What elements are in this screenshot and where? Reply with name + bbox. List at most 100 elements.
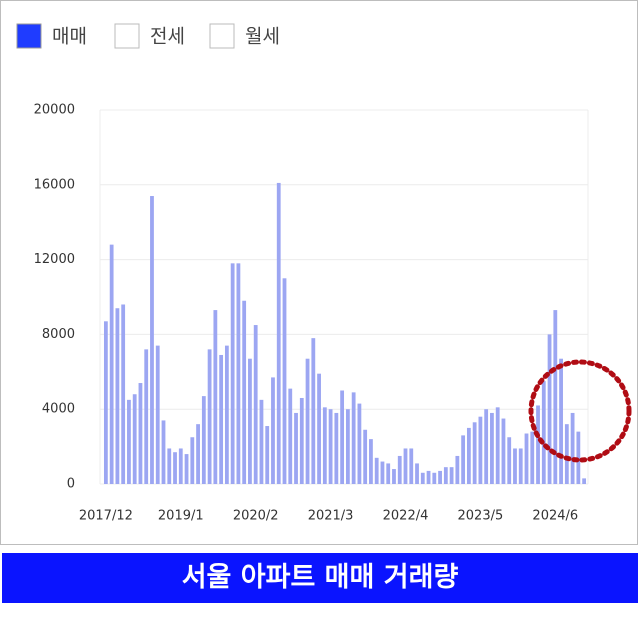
bar (420, 472, 425, 484)
bar (121, 304, 126, 484)
bar (472, 422, 477, 484)
bar (524, 433, 529, 484)
y-tick-label: 8000 (42, 327, 75, 342)
bar (461, 435, 466, 484)
y-tick-label: 16000 (34, 177, 75, 192)
bar (547, 334, 552, 484)
y-tick-label: 4000 (42, 402, 75, 417)
bar (282, 278, 287, 484)
bar (570, 412, 575, 484)
y-tick-label: 20000 (34, 103, 75, 118)
legend-label: 전세 (150, 26, 185, 48)
bar (265, 426, 270, 484)
bar (288, 388, 293, 484)
bar (224, 345, 229, 484)
bar (397, 455, 402, 484)
bar (340, 390, 345, 484)
bar (466, 427, 471, 484)
bar (155, 345, 160, 484)
bar (449, 467, 454, 484)
bar (311, 338, 316, 484)
x-tick-label: 2019/1 (158, 509, 204, 524)
bar (564, 424, 569, 484)
bar (109, 244, 114, 484)
bar (478, 416, 483, 484)
bar (576, 431, 581, 484)
bar (236, 263, 241, 484)
bar (328, 409, 333, 484)
bar (386, 463, 391, 484)
bar (190, 437, 195, 484)
bar (541, 381, 546, 484)
bar (403, 448, 408, 484)
bar (132, 394, 137, 484)
bar (150, 196, 154, 484)
bar (299, 397, 304, 484)
bar (530, 431, 535, 484)
bar (495, 407, 500, 484)
legend: 매매 전세 월세 (16, 23, 280, 49)
bar (103, 321, 108, 484)
legend-label: 매매 (52, 26, 87, 48)
bar (276, 182, 281, 484)
y-tick-label: 12000 (34, 252, 75, 267)
x-tick-label: 2022/4 (383, 509, 429, 524)
bar (334, 412, 339, 484)
bar (253, 325, 258, 484)
bar (380, 461, 385, 484)
bar (455, 455, 460, 484)
bar (196, 424, 200, 484)
chart: 20000 16000 12000 8000 4000 0 2024/6 2023/5 2022… (16, 23, 632, 524)
bar (432, 472, 437, 484)
legend-swatch (209, 23, 235, 49)
bar (345, 409, 350, 484)
bar (490, 412, 494, 484)
bar (271, 377, 275, 484)
bar (184, 454, 189, 484)
x-tick-label: 2021/3 (308, 509, 354, 524)
bar (438, 470, 442, 484)
chart-frame (0, 0, 638, 545)
bar (507, 437, 512, 484)
bar (242, 300, 247, 484)
legend-swatch (16, 23, 42, 49)
x-tick-label: 2017/12 (79, 509, 133, 524)
bar (173, 452, 177, 484)
caption-banner: 서울 아파트 매매 거래량 (2, 553, 638, 603)
bar (219, 354, 224, 484)
bar (536, 405, 540, 484)
bar (426, 470, 431, 484)
bar (443, 467, 448, 484)
bar (178, 448, 183, 484)
bar (213, 310, 218, 484)
bar (484, 409, 489, 484)
bar (259, 399, 264, 484)
bar (415, 463, 419, 484)
bar (207, 349, 212, 484)
bar (294, 412, 298, 484)
bar (363, 429, 368, 484)
bar (138, 383, 143, 484)
bar (305, 358, 310, 484)
bar (322, 407, 327, 484)
bar (357, 403, 362, 484)
bar (409, 448, 414, 484)
bar (127, 399, 131, 484)
bar (161, 420, 166, 484)
bar (230, 263, 235, 484)
bar (115, 308, 120, 484)
legend-label: 월세 (245, 26, 280, 48)
highlight-circle (528, 359, 632, 463)
legend-swatch (114, 23, 140, 49)
bar (518, 448, 523, 484)
bar (248, 358, 252, 484)
bar (559, 358, 563, 484)
bar (144, 349, 149, 484)
bar (553, 310, 558, 484)
bar (374, 457, 379, 484)
bar (317, 373, 321, 484)
bar (582, 478, 587, 484)
x-tick-label: 2020/2 (233, 509, 279, 524)
y-tick-label: 0 (67, 477, 75, 492)
